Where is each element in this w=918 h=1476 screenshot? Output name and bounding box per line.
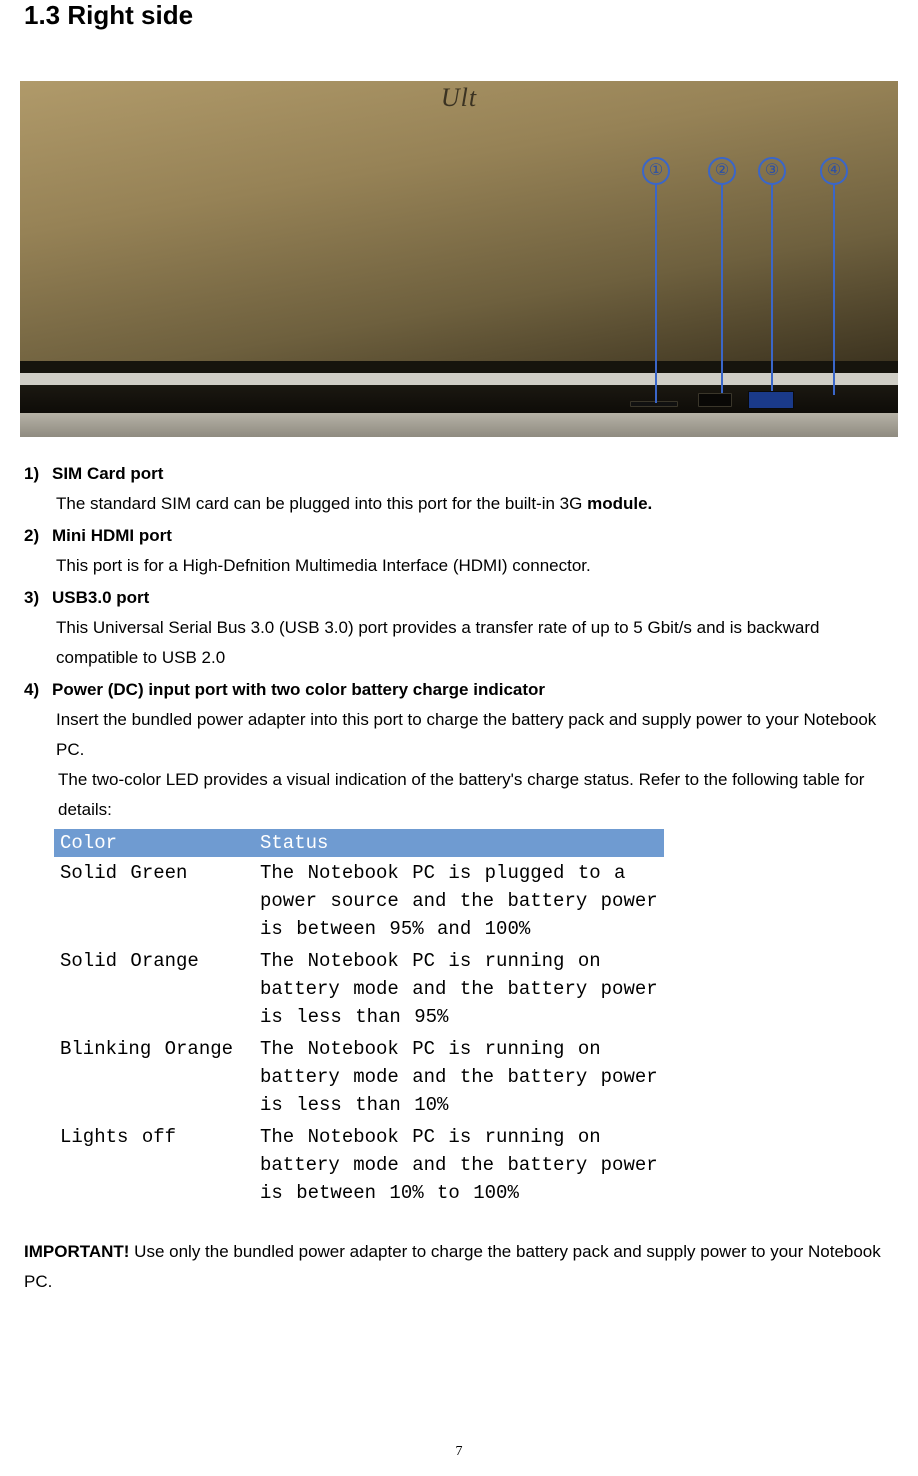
item-4-title: 4)Power (DC) input port with two color b… [24,675,898,705]
table-header-status: Status [254,829,664,857]
item-1-name: SIM Card port [52,464,163,483]
table-cell: Blinking Orange [54,1033,254,1121]
important-label: IMPORTANT! [24,1242,129,1261]
important-text: Use only the bundled power adapter to ch… [24,1242,881,1291]
laptop-base-bottom [20,413,898,437]
item-3-desc: This Universal Serial Bus 3.0 (USB 3.0) … [24,613,898,673]
item-2-desc: This port is for a High-Defnition Multim… [24,551,898,581]
status-table: Color Status Solid Green The Notebook PC… [54,829,664,1209]
brand-text: Ult [441,83,477,113]
table-row: Solid Green The Notebook PC is plugged t… [54,857,664,945]
list-item-4: 4)Power (DC) input port with two color b… [24,675,898,825]
table-cell: The Notebook PC is running on battery mo… [254,1121,664,1209]
item-4-num: 4) [24,675,52,705]
callout-line-3 [771,185,773,391]
port-list: 1)SIM Card port The standard SIM card ca… [20,459,898,825]
list-item-2: 2)Mini HDMI port This port is for a High… [24,521,898,581]
item-2-name: Mini HDMI port [52,526,172,545]
table-cell: The Notebook PC is running on battery mo… [254,945,664,1033]
table-cell: Solid Orange [54,945,254,1033]
item-3-num: 3) [24,583,52,613]
table-cell: Lights off [54,1121,254,1209]
item-1-desc-bold: module. [587,494,652,513]
sim-port [630,401,678,407]
laptop-gap [20,373,898,385]
table-header-color: Color [54,829,254,857]
item-2-title: 2)Mini HDMI port [24,521,898,551]
laptop-hinge [20,361,898,373]
callout-line-2 [721,185,723,393]
callout-2: ② [708,157,736,185]
callout-line-1 [655,185,657,403]
table-header-row: Color Status [54,829,664,857]
item-2-num: 2) [24,521,52,551]
section-heading: 1.3 Right side [20,0,898,31]
item-3-title: 3)USB3.0 port [24,583,898,613]
list-item-1: 1)SIM Card port The standard SIM card ca… [24,459,898,519]
item-1-desc: The standard SIM card can be plugged int… [24,489,898,519]
laptop-lid [20,81,898,361]
hdmi-port [698,393,732,407]
callout-4: ④ [820,157,848,185]
item-1-desc-pre: The standard SIM card can be plugged int… [56,494,587,513]
item-1-title: 1)SIM Card port [24,459,898,489]
table-cell: The Notebook PC is running on battery mo… [254,1033,664,1121]
item-4-subdesc: The two-color LED provides a visual indi… [24,765,898,825]
list-item-3: 3)USB3.0 port This Universal Serial Bus … [24,583,898,673]
item-4-desc: Insert the bundled power adapter into th… [24,705,898,765]
important-note: IMPORTANT! Use only the bundled power ad… [20,1237,898,1297]
table-row: Lights off The Notebook PC is running on… [54,1121,664,1209]
callout-1: ① [642,157,670,185]
product-photo: Ult ① ② ③ ④ [20,81,898,437]
table-row: Blinking Orange The Notebook PC is runni… [54,1033,664,1121]
table-row: Solid Orange The Notebook PC is running … [54,945,664,1033]
callout-3: ③ [758,157,786,185]
item-3-name: USB3.0 port [52,588,149,607]
table-cell: Solid Green [54,857,254,945]
item-1-num: 1) [24,459,52,489]
page-number: 7 [456,1444,463,1460]
table-cell: The Notebook PC is plugged to a power so… [254,857,664,945]
callout-line-4 [833,185,835,395]
item-4-name: Power (DC) input port with two color bat… [52,680,545,699]
usb-port [748,391,794,409]
